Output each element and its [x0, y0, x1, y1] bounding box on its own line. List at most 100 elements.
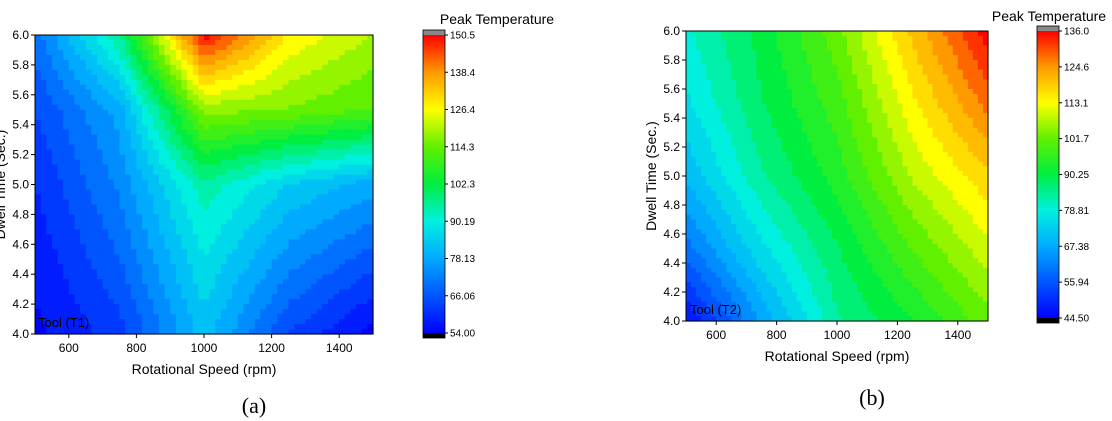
contour-cell: [867, 64, 873, 71]
contour-cell: [322, 244, 329, 250]
contour-cell: [68, 49, 76, 56]
contour-cell: [35, 219, 42, 225]
contour-cell: [204, 214, 211, 220]
contour-cell: [51, 139, 59, 146]
contour-cell: [91, 214, 98, 220]
contour-cell: [215, 169, 222, 176]
contour-cell: [113, 204, 121, 211]
contour-cell: [249, 329, 256, 335]
contour-cell: [350, 329, 357, 335]
contour-cell: [192, 209, 199, 215]
contour-cell: [119, 249, 126, 255]
contour-cell: [937, 118, 944, 124]
contour-cell: [344, 44, 352, 51]
contour-cell: [294, 264, 301, 270]
contour-cell: [344, 99, 352, 106]
contour-cell: [736, 60, 742, 66]
contour-cell: [932, 127, 939, 134]
contour-cell: [170, 79, 177, 86]
contour-cell: [311, 154, 318, 161]
contour-cell: [957, 122, 964, 129]
contour-cell: [249, 204, 256, 211]
contour-cell: [147, 294, 154, 300]
contour-cell: [130, 269, 137, 275]
contour-cell: [816, 79, 823, 85]
contour-cell: [243, 324, 250, 330]
contour-cell: [102, 39, 109, 46]
contour-cell: [350, 264, 357, 270]
contour-cell: [170, 319, 177, 325]
contour-cell: [232, 149, 239, 156]
contour-cell: [85, 99, 92, 106]
contour-cell: [937, 79, 944, 85]
contour-cell: [691, 122, 697, 129]
contour-cell: [35, 254, 42, 260]
contour-cell: [254, 154, 261, 161]
contour-cell: [952, 74, 959, 80]
contour-cell: [265, 154, 273, 161]
contour-cell: [701, 40, 707, 47]
contour-cell: [80, 209, 87, 215]
contour-cell: [91, 54, 98, 61]
contour-cell: [136, 329, 143, 335]
contour-cell: [147, 244, 154, 250]
contour-cell: [952, 31, 959, 37]
contour-cell: [254, 324, 261, 330]
contour-cell: [158, 64, 166, 71]
contour-cell: [691, 108, 697, 114]
contour-cell: [305, 324, 312, 330]
contour-cell: [356, 174, 363, 181]
contour-cell: [892, 31, 898, 37]
contour-cell: [40, 189, 47, 196]
contour-cell: [356, 144, 363, 151]
contour-cell: [209, 229, 216, 235]
contour-cell: [271, 239, 278, 245]
contour-cell: [226, 39, 233, 46]
contour-cell: [791, 64, 798, 71]
contour-cell: [51, 89, 59, 96]
contour-cell: [947, 50, 954, 56]
contour-cell: [350, 89, 357, 96]
contour-cell: [927, 60, 934, 66]
contour-cell: [181, 199, 188, 206]
contour-cell: [113, 234, 121, 240]
contour-cell: [226, 164, 233, 171]
contour-cell: [847, 127, 853, 134]
contour-cell: [277, 84, 284, 91]
contour-cell: [887, 79, 893, 85]
contour-cell: [972, 31, 979, 37]
contour-cell: [311, 294, 318, 300]
contour-cell: [249, 39, 256, 46]
contour-cell: [299, 304, 306, 310]
contour-cell: [125, 329, 132, 335]
contour-cell: [40, 99, 47, 106]
contour-cell: [209, 149, 216, 156]
contour-cell: [108, 234, 115, 240]
contour-cell: [170, 329, 177, 335]
contour-cell: [316, 74, 323, 81]
contour-cell: [751, 31, 758, 37]
contour-cell: [63, 84, 70, 91]
contour-cell: [344, 89, 352, 96]
contour-cell: [972, 45, 979, 51]
contour-cell: [102, 249, 109, 255]
contour-cell: [181, 284, 188, 290]
contour-cell: [46, 69, 53, 76]
contour-cell: [271, 114, 278, 121]
contour-cell: [327, 204, 335, 211]
chart-panel-b: 600 800 1000 1200 14004.04.24.44.64.85.05.25…: [643, 8, 1106, 410]
contour-cell: [142, 209, 149, 215]
contour-cell: [80, 134, 87, 141]
contour-cell: [187, 174, 194, 181]
contour-cell: [226, 249, 233, 255]
contour-cell: [942, 45, 949, 51]
contour-cell: [701, 79, 707, 85]
contour-cell: [102, 214, 109, 220]
contour-cell: [220, 259, 228, 265]
contour-cell: [91, 309, 98, 315]
contour-cell: [265, 39, 273, 46]
contour-cell: [46, 234, 53, 240]
contour-cell: [85, 109, 92, 116]
contour-cell: [130, 69, 137, 76]
contour-cell: [136, 104, 143, 111]
